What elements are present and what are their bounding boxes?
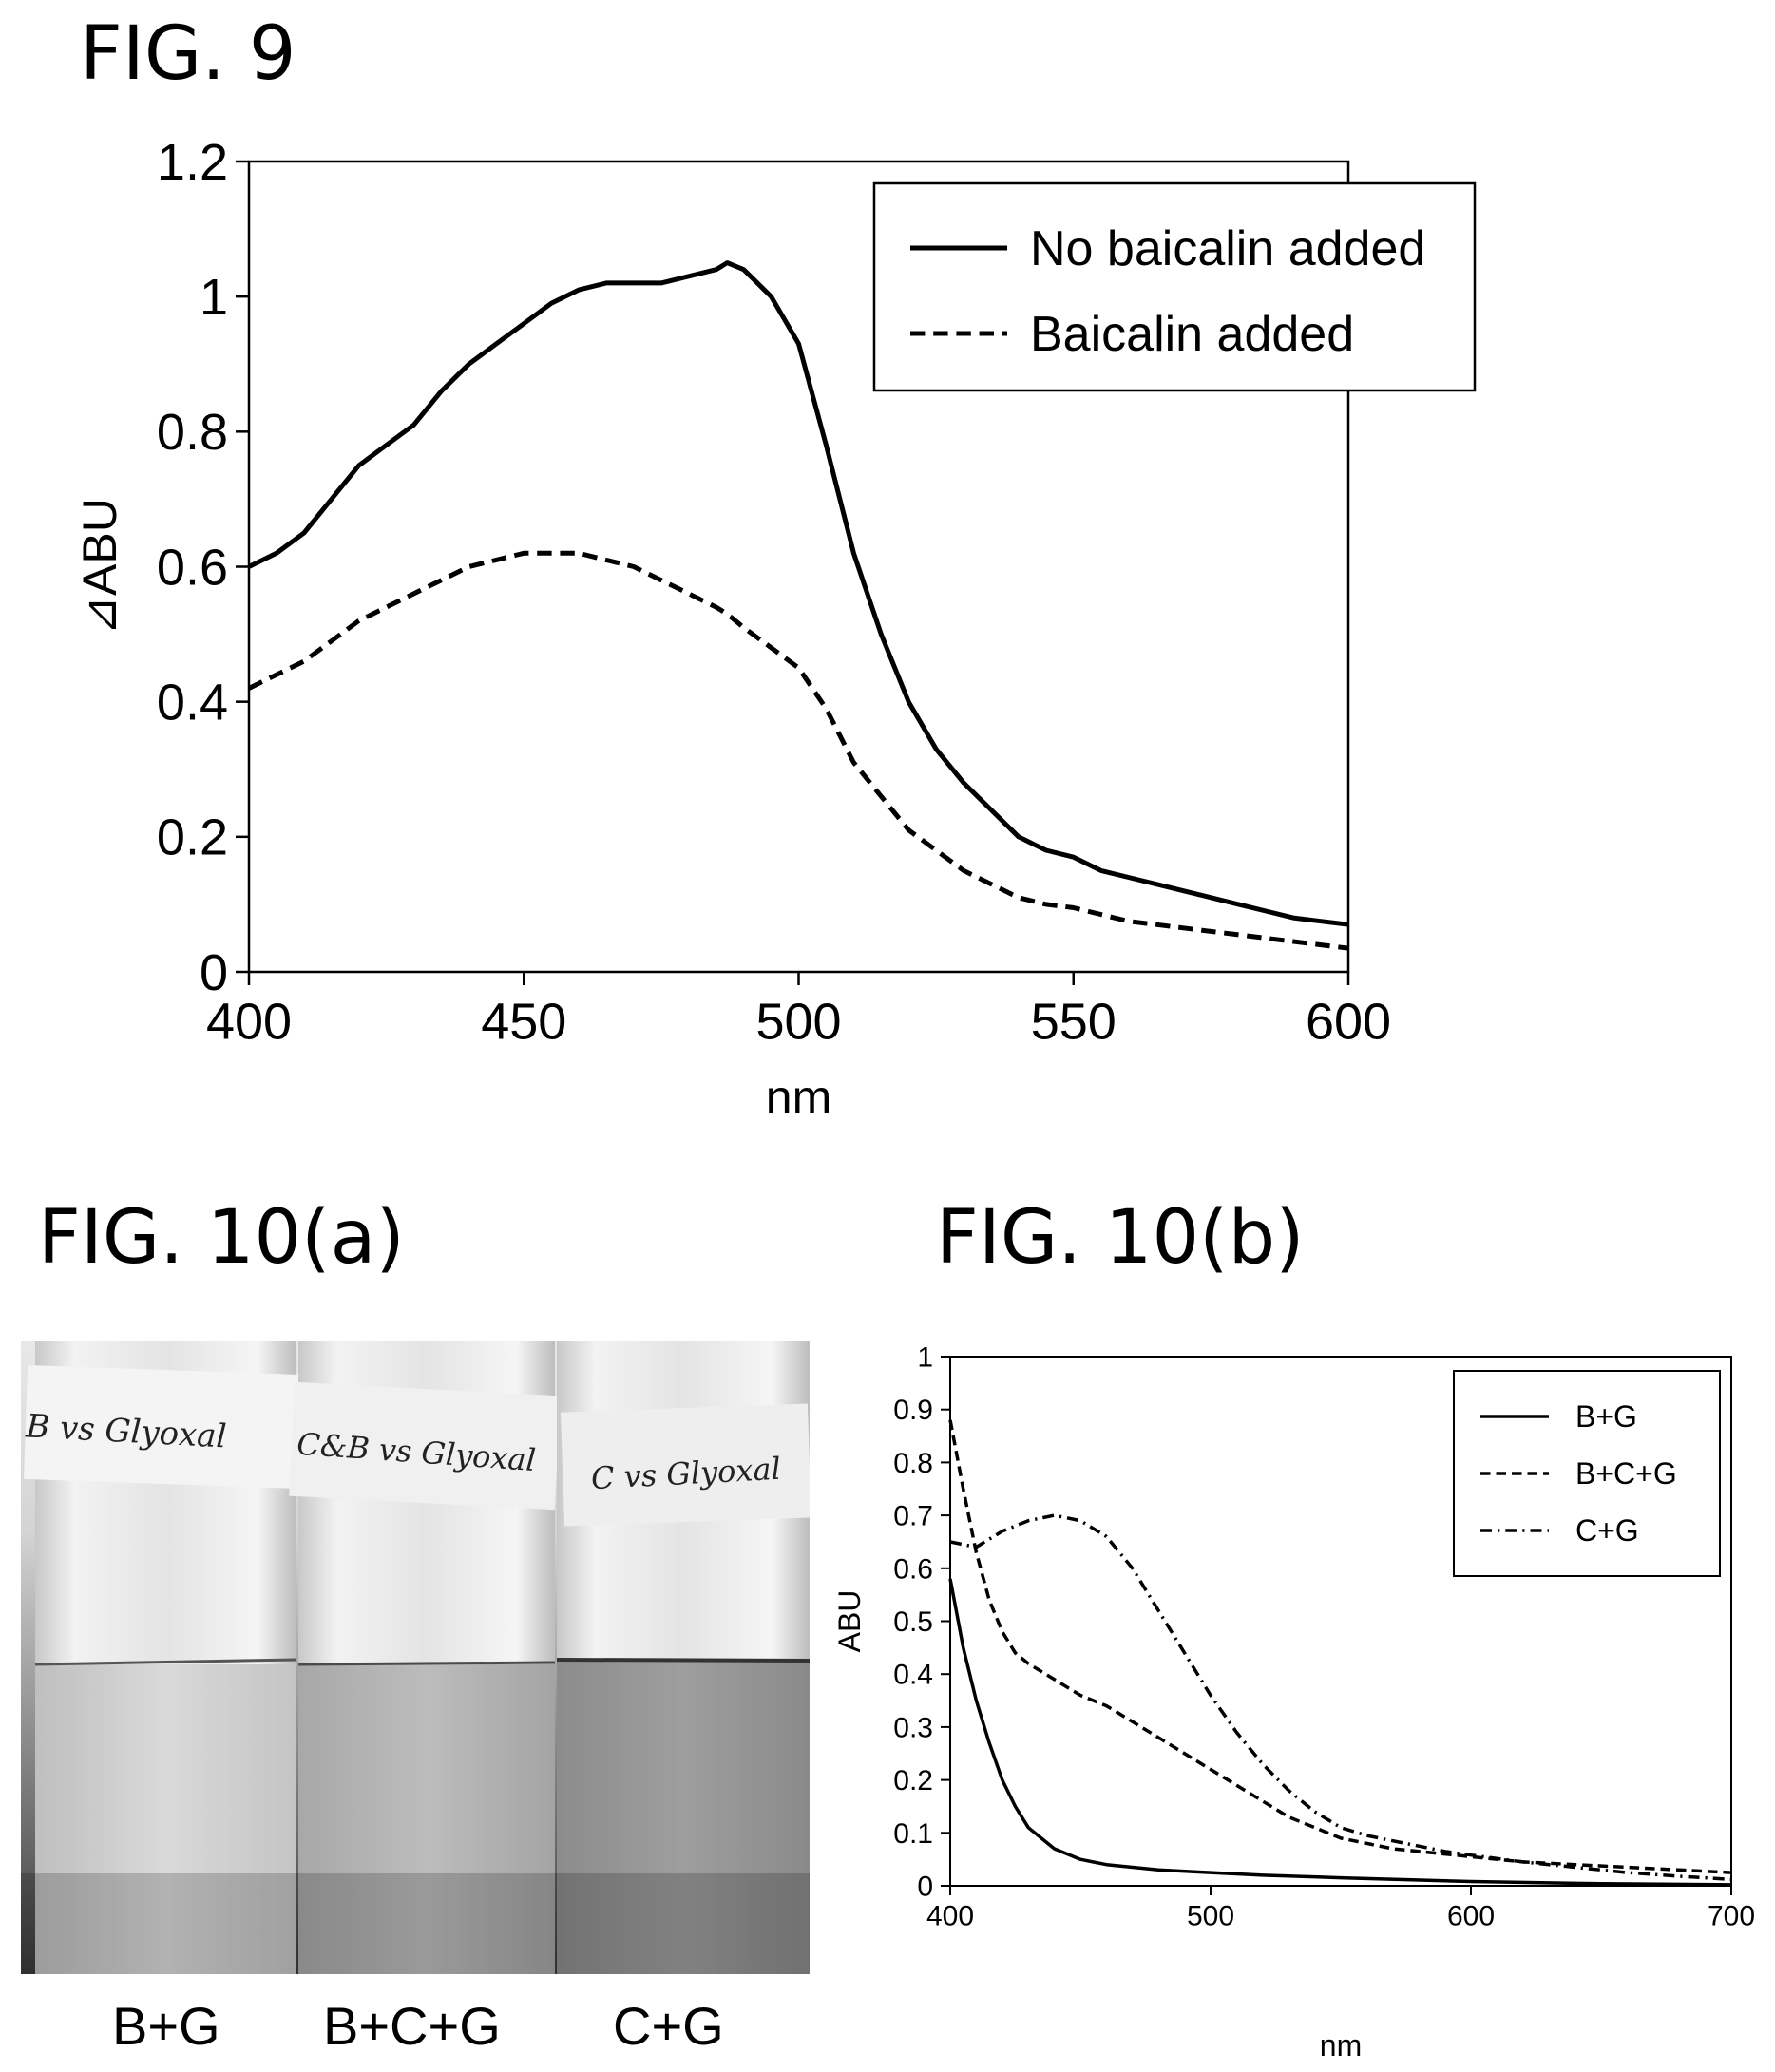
fig9-title: FIG. 9	[80, 11, 296, 97]
fig10b-ytick-label: 0.8	[893, 1448, 933, 1479]
fig10b-ytick-label: 0.2	[893, 1765, 933, 1796]
fig10b-ytick-label: 0.3	[893, 1712, 933, 1743]
fig10b-xtick-label: 500	[1187, 1901, 1234, 1932]
vial-c-g	[556, 1341, 810, 1974]
fig9-ytick-label: 0.2	[157, 809, 228, 866]
fig9-ytick-label: 0.4	[157, 675, 228, 732]
fig10b-series-b-g	[948, 1578, 1732, 1887]
fig10b-xtick-label: 700	[1708, 1901, 1755, 1932]
fig9-xtick-label: 400	[206, 994, 292, 1051]
fig9-xtick-label: 450	[481, 994, 566, 1051]
fig10b-series-c-g	[949, 1513, 1732, 1882]
fig10b-ytick-label: 0.1	[893, 1818, 933, 1850]
fig10b-ytick-label: 0.4	[893, 1660, 933, 1691]
fig10a-title: FIG. 10(a)	[38, 1195, 405, 1281]
vial-label-b-g: B+G	[112, 1996, 220, 2056]
fig9-xtick-label: 600	[1306, 994, 1391, 1051]
fig9-xtick-label: 500	[755, 994, 841, 1051]
fig10b-xtick-label: 600	[1447, 1901, 1495, 1932]
fig10b-legend-label: C+G	[1575, 1513, 1639, 1548]
fig9-ytick-label: 0.6	[157, 539, 228, 596]
vial-b-c-g	[289, 1341, 561, 1974]
fig9-series-baicalin-added	[247, 550, 1349, 951]
fig10b-legend-label: B+G	[1575, 1399, 1637, 1434]
vial-label-b-c-g: B+C+G	[323, 1996, 501, 2056]
fig9-legend-label: No baicalin added	[1030, 221, 1425, 276]
fig10b-xtick-label: 400	[926, 1901, 974, 1932]
fig10b-ytick-label: 1	[917, 1342, 933, 1374]
fig9-xtick-label: 550	[1031, 994, 1117, 1051]
fig10b-ytick-label: 0	[917, 1872, 933, 1903]
fig9-ytick-label: 1.2	[157, 134, 228, 191]
fig10b-ytick-label: 0.9	[893, 1395, 933, 1426]
fig10b-ytick-label: 0.6	[893, 1553, 933, 1585]
fig9-legend-label: Baicalin added	[1030, 307, 1354, 362]
fig9-xlabel: nm	[766, 1071, 831, 1124]
fig9-ytick-label: 0	[200, 944, 228, 1001]
vial-label-c-g: C+G	[613, 1996, 724, 2056]
fig10b-ytick-label: 0.7	[893, 1501, 933, 1532]
vial-b-g	[23, 1341, 304, 1974]
fig10b-legend-label: B+C+G	[1575, 1456, 1677, 1491]
fig10b-series-b-c-g	[948, 1419, 1732, 1874]
fig9-ylabel: ⊿ABU	[73, 498, 126, 636]
fig10b-title: FIG. 10(b)	[936, 1195, 1305, 1281]
vials-photo: B vs Glyoxal C&B vs Glyoxal C vs Glyoxal	[21, 1341, 810, 1974]
fig9-legend	[872, 181, 1477, 392]
fig10b-ylabel: ABU	[832, 1590, 867, 1653]
fig9-chart: 0 0.2 0.4 0.6 0.8 1 1.2 400 450 500 550 600 nm ⊿ABU No…	[73, 134, 1477, 1124]
fig10b-ytick-label: 0.5	[893, 1606, 933, 1638]
fig9-ytick-label: 0.8	[157, 404, 228, 461]
fig9-ytick-label: 1	[200, 269, 228, 326]
fig9-series-no-baicalin-added	[247, 260, 1349, 927]
fig10b-xlabel: nm	[1320, 2028, 1362, 2062]
